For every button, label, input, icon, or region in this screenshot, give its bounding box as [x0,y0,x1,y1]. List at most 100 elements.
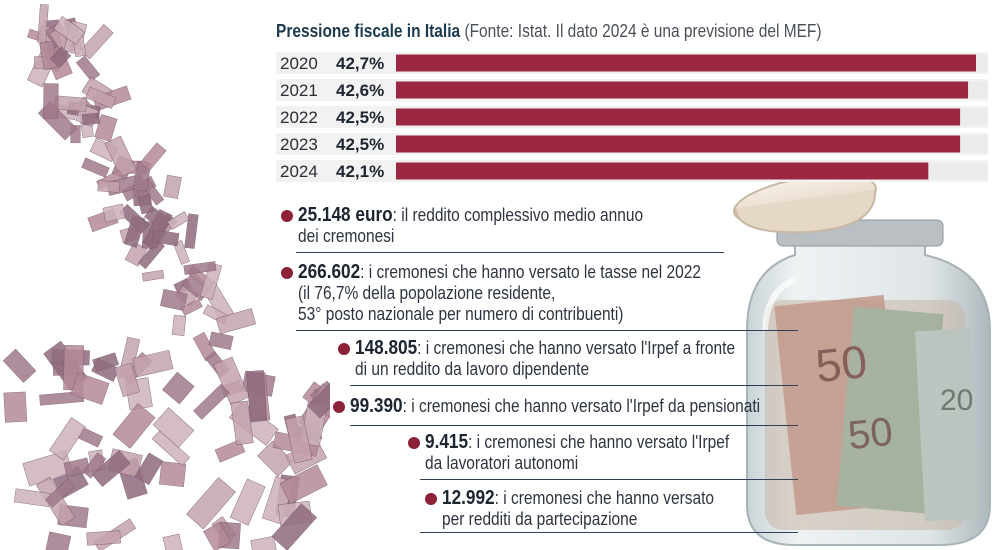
banknote-shape [141,269,165,282]
fact-text-line: da lavoratori autonomi [425,453,579,473]
fact-number: 99.390 [350,395,403,417]
banknote-shape [91,450,131,487]
banknote-shape [82,452,107,479]
banknote-shape [86,530,121,546]
banknote-shape [114,362,140,398]
banknote-shape [160,288,188,312]
value-label: 42,6% [336,81,384,100]
banknote-shape [186,476,236,530]
year-label: 2022 [280,108,318,127]
year-label: 2021 [280,81,318,100]
banknote-shape [162,533,184,550]
banknote-shape [151,229,180,247]
banknote-shape [44,478,75,508]
banknote-shape [75,55,101,82]
bar-2023 [396,135,961,153]
bullet-dot [338,343,350,355]
chart-subtitle: (Fonte: Istat. Il dato 2024 è una previs… [464,21,822,41]
banknote-shape [134,452,164,486]
banknote-shape [159,461,187,487]
banknote-shape [257,440,294,477]
banknote-shape [171,314,187,336]
fact-text: : il reddito complessivo medio annuo [392,205,644,225]
svg-text:50: 50 [813,335,869,392]
bar-2021 [396,81,969,99]
divider [296,252,724,253]
svg-text:20: 20 [940,384,973,417]
bullet-dot [281,210,293,222]
banknote-shape [246,370,268,422]
banknote-shape [37,4,49,44]
banknote-shape [137,194,154,215]
fact-item: 12.992: i cremonesi che hanno versato per… [442,488,714,530]
banknote-shape [70,372,110,405]
chart-title-main: Pressione fiscale in Italia [276,21,461,41]
fact-number: 12.992 [442,487,495,509]
banknote-shape [43,83,59,119]
falling-banknotes-image [2,4,330,550]
banknote-shape [214,439,246,463]
banknote-shape [271,503,318,550]
banknote-shape [2,348,37,383]
banknote-shape [285,415,313,464]
fact-text-line: per redditi da partecipazione [442,509,638,529]
fact-number: 266.602 [298,261,361,283]
bar-2022 [396,108,961,126]
banknote-shape [3,391,28,423]
fact-number: 9.415 [425,431,469,453]
banknote-shape [104,135,137,178]
year-label: 2020 [280,54,318,73]
fact-item: 266.602: i cremonesi che hanno versato l… [298,262,701,325]
banknote-shape [81,112,101,126]
banknote-shape [279,464,328,505]
banknote-shape [230,400,254,446]
bullet-dot [425,493,437,505]
fact-item: 9.415: i cremonesi che hanno versato l'I… [425,432,729,474]
tax-pressure-bar-chart: 2020 42,7% 2021 42,6% 2022 42,5% 2023 42,5% 2024… [276,52,988,182]
banknote-shape [162,371,195,405]
banknote-shape [44,531,72,550]
fact-text: : i cremonesi che hanno versato [494,488,715,508]
fact-text-line: (il 76,7% della popolazione residente, [298,283,556,303]
banknote-shape [152,407,195,449]
bar-2020 [396,54,976,72]
banknote-shape [203,521,232,550]
bullet-dot [281,267,293,279]
value-label: 42,1% [336,162,384,181]
year-label: 2023 [280,135,318,154]
banknote-shape [183,261,217,275]
banknote-shape [229,478,266,526]
banknote-shape [97,180,121,193]
banknote-shape [132,349,174,378]
fact-text-line: di un reddito da lavoro dipendente [355,359,590,379]
divider [350,425,798,426]
divider [420,532,798,533]
divider [296,330,798,331]
value-label: 42,5% [336,135,384,154]
chart-title: Pressione fiscale in Italia (Fonte: Ista… [276,21,822,42]
bullet-dot [408,437,420,449]
banknote-shape [163,174,182,200]
banknote-shape [193,383,230,420]
money-jar-image: 50 50 20 [732,173,991,546]
banknote-shape [208,331,234,351]
banknote-shape [307,382,330,419]
banknote-shape [81,157,110,178]
divider [420,479,798,480]
banknote-shape [85,86,117,109]
banknote-shape [102,203,126,223]
banknote-shape [48,417,87,461]
value-label: 42,7% [336,54,384,73]
banknote-shape [199,262,223,300]
fact-text-line: dei cremonesi [298,226,395,246]
fact-item: 25.148 euro: il reddito complessivo medi… [298,205,643,247]
banknote-shape [215,308,257,335]
banknote-shape [139,142,167,171]
svg-text:50: 50 [846,410,895,458]
banknote-shape [184,213,199,249]
banknote-shape [49,46,72,68]
value-label: 42,5% [336,108,384,127]
banknote-shape [112,403,156,449]
fact-text: : i cremonesi che hanno versato l'Irpef [468,432,730,452]
